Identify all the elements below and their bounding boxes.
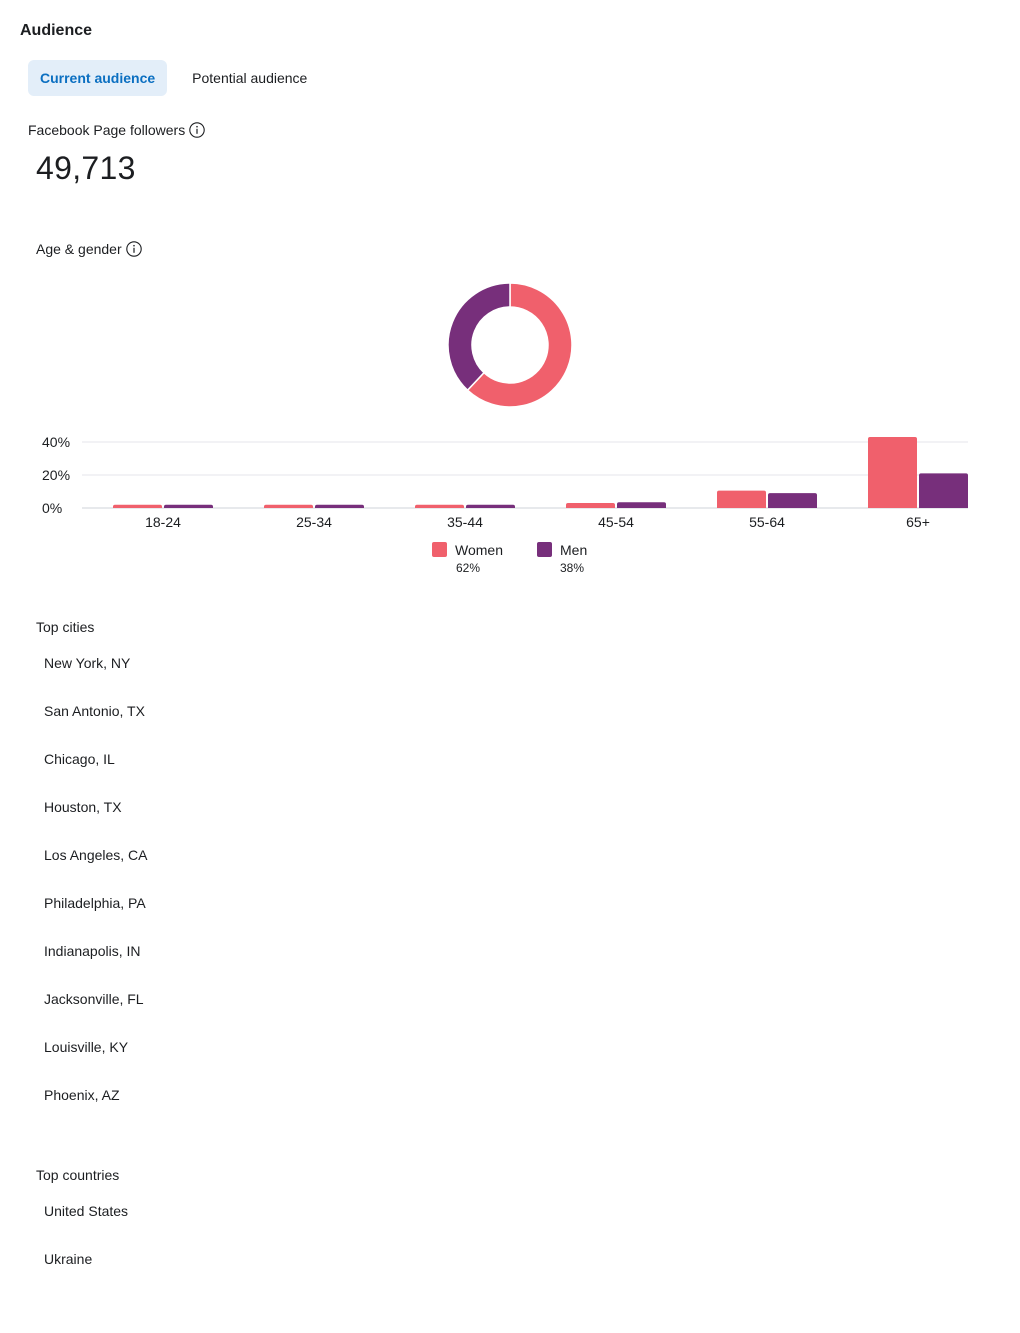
followers-label: Facebook Page followers (28, 122, 186, 138)
x-tick-label: 35-44 (447, 514, 483, 530)
info-icon[interactable] (189, 122, 205, 138)
legend-women-percent: 62% (456, 561, 481, 575)
bar-women-45-54[interactable] (566, 503, 615, 508)
list-item: San Antonio, TX (44, 703, 145, 719)
x-tick-label: 18-24 (145, 514, 181, 530)
gender-donut-chart (447, 282, 573, 408)
x-tick-label: 45-54 (598, 514, 634, 530)
list-item: Phoenix, AZ (44, 1087, 120, 1103)
age-gender-label: Age & gender (36, 241, 122, 257)
list-item: Houston, TX (44, 799, 122, 815)
list-item: New York, NY (44, 655, 131, 671)
men-swatch (537, 542, 552, 557)
top-cities-title: Top cities (36, 619, 95, 635)
bar-women-25-34[interactable] (264, 504, 313, 508)
bar-men-55-64[interactable] (768, 493, 817, 508)
bar-women-65+[interactable] (868, 437, 917, 508)
legend-men-label: Men (560, 542, 588, 558)
legend-men-percent: 38% (560, 561, 585, 575)
list-item: Indianapolis, IN (44, 943, 141, 959)
list-item: Louisville, KY (44, 1039, 129, 1055)
bar-women-55-64[interactable] (717, 490, 766, 508)
x-tick-label: 25-34 (296, 514, 332, 530)
legend-women-label: Women (455, 542, 503, 558)
bar-men-18-24[interactable] (164, 504, 213, 508)
women-swatch (432, 542, 447, 557)
list-item: United States (44, 1203, 129, 1219)
age-gender-label-row: Age & gender (36, 241, 142, 257)
top-countries-title: Top countries (36, 1167, 120, 1183)
age-gender-bar-chart: 0% 20% 40% 18-24 25-34 35-44 45-54 55-64 65+ (42, 434, 968, 530)
bar-men-25-34[interactable] (315, 504, 364, 508)
audience-tabs: Current audience Potential audience (28, 60, 319, 96)
bar-men-65+[interactable] (919, 473, 968, 508)
list-item: Chicago, IL (44, 751, 115, 767)
bar-men-35-44[interactable] (466, 504, 515, 508)
bar-men-45-54[interactable] (617, 502, 666, 508)
x-tick-label: 65+ (906, 514, 930, 530)
info-icon[interactable] (125, 241, 142, 257)
x-tick-label: 55-64 (749, 514, 785, 530)
y-tick-label: 40% (42, 434, 70, 450)
followers-label-row: Facebook Page followers (28, 122, 205, 138)
legend-men: Men 38% (537, 542, 587, 575)
y-tick-label: 20% (42, 467, 70, 483)
tab-potential-audience[interactable]: Potential audience (192, 70, 308, 86)
donut-slice-men[interactable] (447, 282, 511, 392)
donut-slice-women[interactable] (466, 282, 573, 408)
list-item: Philadelphia, PA (44, 895, 146, 911)
list-item: Los Angeles, CA (44, 847, 148, 863)
y-tick-label: 0% (42, 500, 62, 516)
list-item: Ukraine (44, 1251, 93, 1267)
page-title: Audience (20, 22, 93, 39)
followers-count: 49,713 (36, 150, 136, 186)
list-item: Jacksonville, FL (44, 991, 144, 1007)
bar-women-18-24[interactable] (113, 504, 162, 508)
tab-current-audience[interactable]: Current audience (28, 60, 168, 96)
bar-women-35-44[interactable] (415, 504, 464, 508)
legend-women: Women 62% (432, 542, 503, 575)
